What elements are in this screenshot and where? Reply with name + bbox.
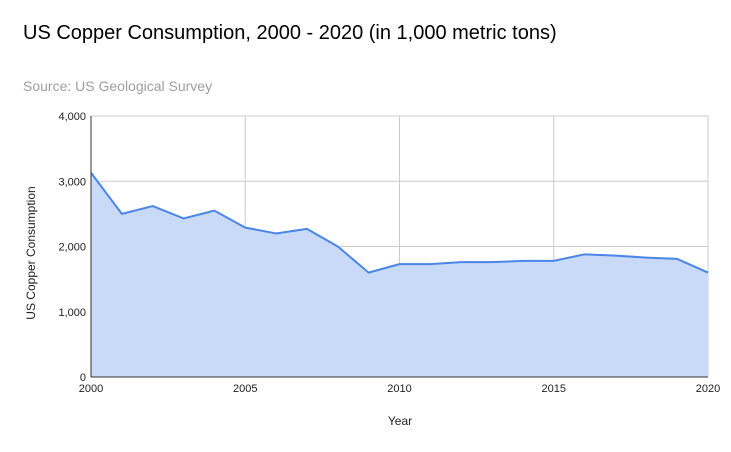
- x-tick-label: 2010: [387, 383, 411, 395]
- y-tick-label: 4,000: [58, 111, 86, 123]
- y-tick-label: 1,000: [58, 307, 86, 319]
- tick-labels: 0 1,000 2,000 3,000 4,000 2000 2005 2010 2015 202…: [58, 111, 720, 395]
- chart-title: US Copper Consumption, 2000 - 2020 (in 1…: [23, 22, 557, 44]
- x-tick-label: 2000: [79, 383, 103, 395]
- y-tick-label: 3,000: [58, 176, 86, 188]
- x-tick-label: 2020: [696, 383, 720, 395]
- y-tick-label: 2,000: [58, 242, 86, 254]
- x-tick-label: 2015: [542, 383, 566, 395]
- y-tick-label: 0: [80, 372, 86, 384]
- series-area-layer: [90, 172, 709, 377]
- x-axis-label: Year: [388, 414, 412, 428]
- y-axis-label: US Copper Consumption: [24, 186, 38, 319]
- axes: [90, 116, 708, 378]
- chart-subtitle: Source: US Geological Survey: [23, 78, 213, 94]
- series-area-fill: [91, 172, 708, 377]
- x-tick-label: 2005: [233, 383, 257, 395]
